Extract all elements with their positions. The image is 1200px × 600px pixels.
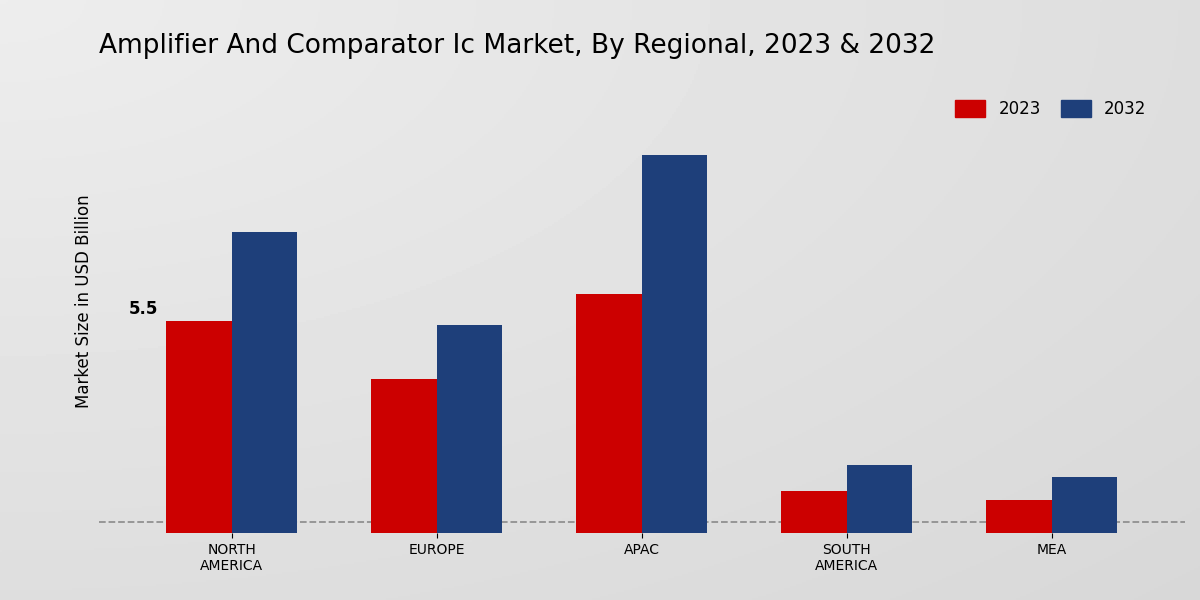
Bar bbox=[371, 379, 437, 533]
Bar bbox=[437, 325, 503, 533]
Bar bbox=[167, 320, 232, 533]
Legend: 2023, 2032: 2023, 2032 bbox=[947, 92, 1154, 127]
Bar bbox=[986, 500, 1051, 533]
Text: Amplifier And Comparator Ic Market, By Regional, 2023 & 2032: Amplifier And Comparator Ic Market, By R… bbox=[98, 33, 935, 59]
Bar bbox=[232, 232, 298, 533]
Bar bbox=[576, 293, 642, 533]
Bar bbox=[1051, 477, 1117, 533]
Bar bbox=[642, 155, 707, 533]
Bar bbox=[781, 491, 847, 533]
Y-axis label: Market Size in USD Billion: Market Size in USD Billion bbox=[74, 194, 92, 408]
Text: 5.5: 5.5 bbox=[128, 299, 158, 317]
Bar bbox=[847, 466, 912, 533]
